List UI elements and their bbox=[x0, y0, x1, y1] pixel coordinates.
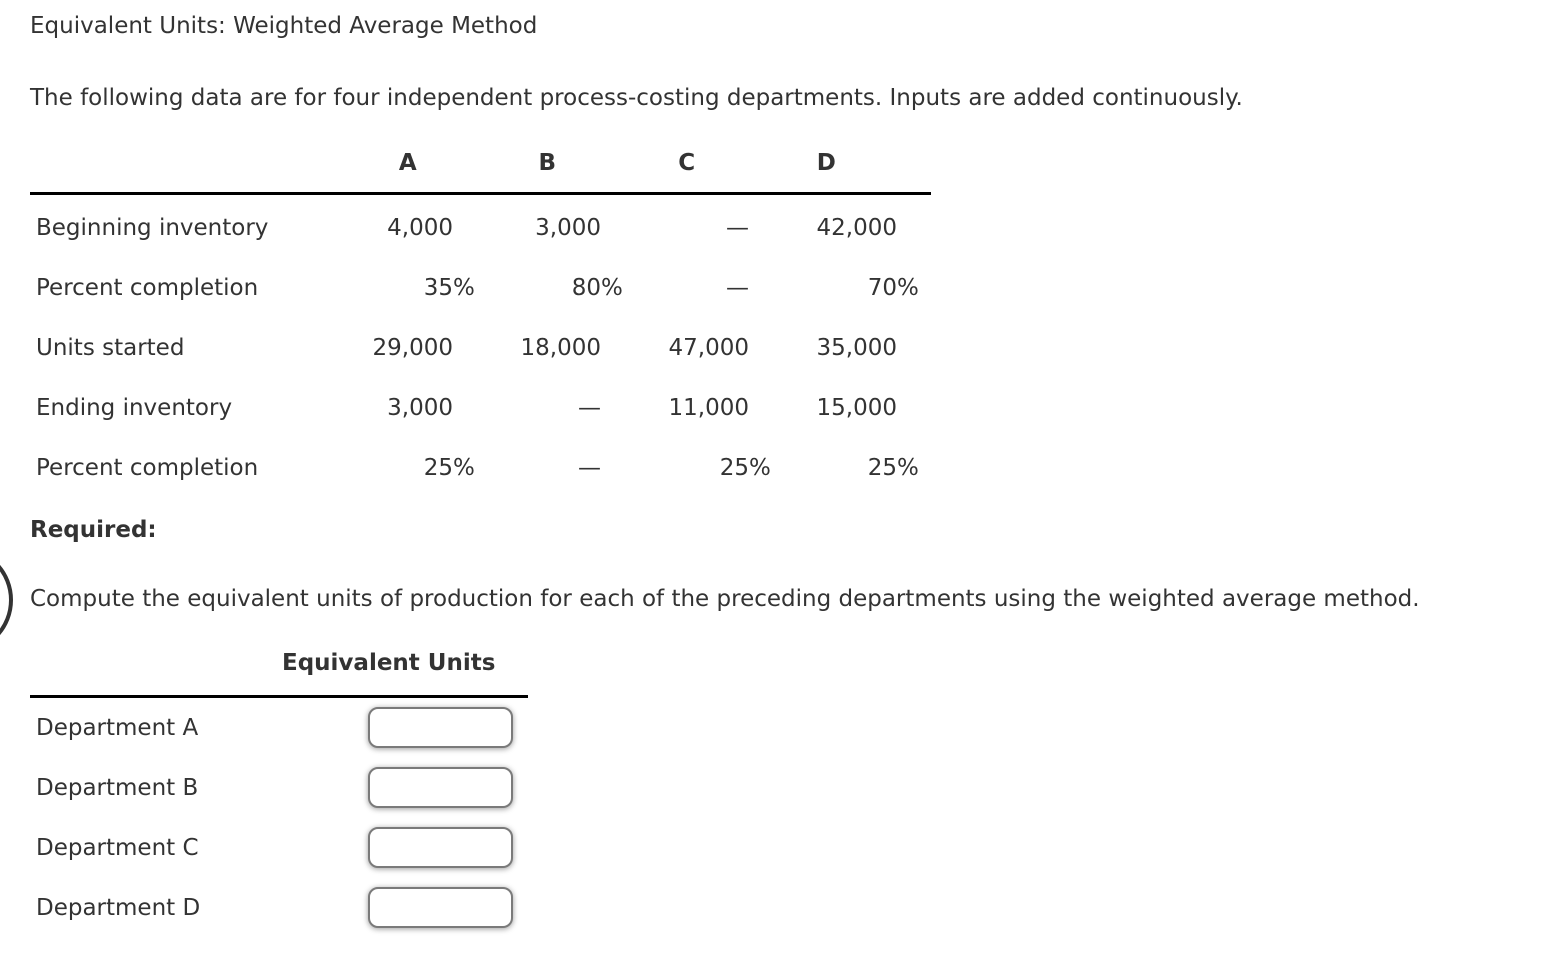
cell-value: — bbox=[578, 395, 601, 421]
answer-row: Department B bbox=[30, 758, 528, 818]
row-label: Ending inventory bbox=[36, 395, 233, 421]
department-b-input[interactable] bbox=[368, 767, 513, 808]
cell-value: 3,000 bbox=[535, 215, 601, 241]
cell-value: 35,000 bbox=[816, 335, 897, 361]
cell-value: — bbox=[726, 275, 749, 301]
table-cell: — bbox=[477, 455, 625, 481]
cell-suffix: % bbox=[749, 455, 771, 481]
cell-value: 35 bbox=[423, 275, 453, 301]
cell-value: — bbox=[578, 455, 601, 481]
department-d-input[interactable] bbox=[368, 887, 513, 928]
table-cell: 80% bbox=[477, 275, 625, 301]
column-header-a: A bbox=[398, 150, 417, 176]
row-label: Beginning inventory bbox=[36, 215, 269, 241]
page-title: Equivalent Units: Weighted Average Metho… bbox=[30, 13, 538, 39]
process-data-table: A B C D Beginning inventory 4,000 3,000 … bbox=[30, 151, 931, 498]
table-cell: 25% bbox=[329, 455, 477, 481]
instruction-text: Compute the equivalent units of producti… bbox=[30, 586, 1420, 612]
cell-value: 3,000 bbox=[387, 395, 453, 421]
cell-suffix: % bbox=[897, 275, 919, 301]
row-label: Percent completion bbox=[36, 275, 259, 301]
cell-value: 25 bbox=[423, 455, 453, 481]
table-cell: 47,000 bbox=[625, 335, 773, 361]
cell-suffix: % bbox=[453, 455, 475, 481]
cell-value: 29,000 bbox=[372, 335, 453, 361]
table-row: Beginning inventory 4,000 3,000 — 42,000 bbox=[30, 198, 931, 258]
table-row: Ending inventory 3,000 — 11,000 15,000 bbox=[30, 378, 931, 438]
required-heading: Required: bbox=[30, 517, 157, 543]
table-cell: 11,000 bbox=[625, 395, 773, 421]
equivalent-units-table: Equivalent Units Department A Department… bbox=[30, 650, 528, 938]
table-row: Units started 29,000 18,000 47,000 35,00… bbox=[30, 318, 931, 378]
table-cell: 25% bbox=[625, 455, 773, 481]
cell-value: 25 bbox=[867, 455, 897, 481]
answer-row: Department C bbox=[30, 818, 528, 878]
department-a-label: Department A bbox=[36, 715, 199, 741]
table-cell: — bbox=[477, 395, 625, 421]
department-a-input[interactable] bbox=[368, 707, 513, 748]
cell-value: 11,000 bbox=[668, 395, 749, 421]
column-header-d: D bbox=[816, 150, 836, 176]
department-c-label: Department C bbox=[36, 835, 199, 861]
table-cell: 4,000 bbox=[329, 215, 477, 241]
table-cell: — bbox=[625, 275, 773, 301]
cell-value: 42,000 bbox=[816, 215, 897, 241]
cell-value: 47,000 bbox=[668, 335, 749, 361]
table-cell: 3,000 bbox=[477, 215, 625, 241]
equivalent-units-heading: Equivalent Units bbox=[282, 650, 496, 676]
cell-value: 15,000 bbox=[816, 395, 897, 421]
table-cell: 18,000 bbox=[477, 335, 625, 361]
table-cell: 35% bbox=[329, 275, 477, 301]
table-row: Percent completion 25% — 25% 25% bbox=[30, 438, 931, 498]
intro-text: The following data are for four independ… bbox=[30, 85, 1243, 111]
table-cell: 35,000 bbox=[773, 335, 921, 361]
table-cell: — bbox=[625, 215, 773, 241]
department-d-label: Department D bbox=[36, 895, 201, 921]
department-c-input[interactable] bbox=[368, 827, 513, 868]
answer-row: Department D bbox=[30, 878, 528, 938]
table-row: Percent completion 35% 80% — 70% bbox=[30, 258, 931, 318]
table-cell: 42,000 bbox=[773, 215, 921, 241]
column-header-b: B bbox=[538, 150, 557, 176]
table-header-divider bbox=[30, 192, 931, 195]
cell-suffix: % bbox=[453, 275, 475, 301]
cell-value: 80 bbox=[571, 275, 601, 301]
row-label: Percent completion bbox=[36, 455, 259, 481]
cell-value: 70 bbox=[867, 275, 897, 301]
partial-circle-decoration bbox=[0, 546, 13, 654]
table-header-row: A B C D bbox=[30, 151, 931, 192]
table-body: Beginning inventory 4,000 3,000 — 42,000… bbox=[30, 195, 931, 498]
answer-table-divider bbox=[30, 695, 528, 698]
table-cell: 15,000 bbox=[773, 395, 921, 421]
answer-row: Department A bbox=[30, 698, 528, 758]
table-cell: 3,000 bbox=[329, 395, 477, 421]
column-header-c: C bbox=[678, 150, 696, 176]
cell-value: 18,000 bbox=[520, 335, 601, 361]
department-b-label: Department B bbox=[36, 775, 199, 801]
cell-suffix: % bbox=[897, 455, 919, 481]
cell-value: 4,000 bbox=[387, 215, 453, 241]
cell-value: — bbox=[726, 215, 749, 241]
row-label: Units started bbox=[36, 335, 185, 361]
table-cell: 70% bbox=[773, 275, 921, 301]
table-cell: 25% bbox=[773, 455, 921, 481]
table-cell: 29,000 bbox=[329, 335, 477, 361]
cell-suffix: % bbox=[601, 275, 623, 301]
cell-value: 25 bbox=[719, 455, 749, 481]
